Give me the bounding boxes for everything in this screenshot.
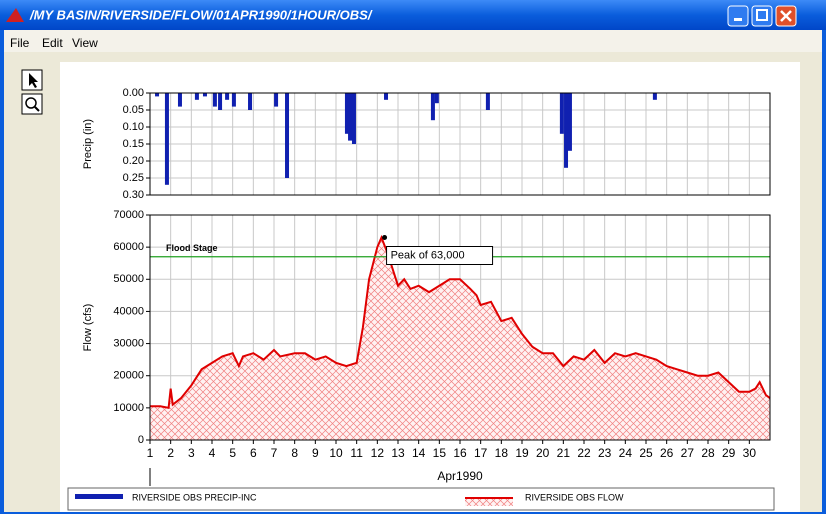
bar: [218, 93, 223, 110]
legend-swatch: [75, 494, 123, 499]
peak-label: Peak of 63,000: [391, 249, 465, 261]
legend-label: RIVERSIDE OBS FLOW: [525, 492, 624, 502]
bar: [231, 93, 236, 107]
x-tick-label: 7: [271, 446, 278, 460]
y-tick-label: 60000: [113, 241, 144, 253]
x-tick-label: 28: [701, 446, 715, 460]
bar: [384, 93, 389, 100]
menu-view[interactable]: View: [72, 36, 98, 50]
bar: [164, 93, 169, 185]
x-tick-label: 6: [250, 446, 257, 460]
x-tick-label: 14: [412, 446, 426, 460]
title-bar: [0, 0, 826, 30]
bar: [248, 93, 253, 110]
legend-label: RIVERSIDE OBS PRECIP-INC: [132, 492, 257, 502]
app-icon: [6, 8, 24, 22]
menu-edit[interactable]: Edit: [42, 36, 63, 50]
x-tick-label: 21: [557, 446, 571, 460]
x-tick-label: 12: [371, 446, 385, 460]
bar: [434, 93, 439, 104]
y-tick-label: 0.15: [123, 138, 144, 150]
bar: [564, 93, 569, 168]
y-tick-label: 30000: [113, 337, 144, 349]
y-tick-label: 0.00: [123, 87, 144, 99]
x-tick-label: 17: [474, 446, 488, 460]
x-tick-label: 9: [312, 446, 319, 460]
bar: [344, 93, 349, 134]
x-tick-label: 18: [495, 446, 509, 460]
zoom-icon-handle: [34, 106, 40, 112]
y-tick-label: 0.10: [123, 121, 144, 133]
area-fill: [150, 237, 770, 440]
x-tick-label: 13: [391, 446, 405, 460]
bar: [652, 93, 657, 100]
y-tick-label: 10000: [113, 402, 144, 414]
y-tick-label: 0.25: [123, 172, 144, 184]
x-axis-label: Apr1990: [437, 469, 483, 483]
bar: [194, 93, 199, 100]
minimize-icon: [734, 18, 742, 21]
y-axis-label: Precip (in): [82, 119, 94, 169]
legend-swatch: [465, 498, 513, 506]
y-tick-label: 0.20: [123, 155, 144, 167]
close-icon: [780, 10, 792, 22]
x-tick-label: 20: [536, 446, 550, 460]
bar: [285, 93, 290, 178]
menu-file[interactable]: File: [10, 36, 30, 50]
y-tick-label: 20000: [113, 370, 144, 382]
y-tick-label: 0.05: [123, 104, 144, 116]
bar: [485, 93, 490, 110]
y-tick-label: 70000: [113, 209, 144, 221]
bar: [348, 93, 353, 141]
flow-line: [150, 234, 771, 410]
bar: [212, 93, 217, 107]
bar: [202, 93, 207, 97]
x-tick-label: 3: [188, 446, 195, 460]
bar: [430, 93, 435, 121]
bar: [225, 93, 230, 100]
y-tick-label: 0.30: [123, 189, 144, 201]
x-tick-label: 1: [147, 446, 154, 460]
x-tick-label: 4: [209, 446, 216, 460]
x-tick-label: 5: [229, 446, 236, 460]
bar: [559, 93, 564, 134]
y-tick-label: 40000: [113, 305, 144, 317]
y-axis-label: Flow (cfs): [82, 304, 94, 352]
bar: [351, 93, 356, 144]
y-tick-label: 50000: [113, 273, 144, 285]
x-tick-label: 23: [598, 446, 612, 460]
bar: [155, 93, 160, 97]
bar: [567, 93, 572, 151]
plot-frame: [149, 92, 771, 196]
legend: [67, 487, 775, 511]
x-tick-label: 19: [515, 446, 529, 460]
menu-bar: [4, 30, 822, 52]
minimize-button[interactable]: [727, 5, 749, 27]
x-tick-label: 10: [329, 446, 343, 460]
pointer-icon: [29, 73, 38, 88]
x-tick-label: 2: [167, 446, 174, 460]
window-title: /MY BASIN/RIVERSIDE/FLOW/01APR1990/1HOUR…: [29, 7, 373, 22]
peak-label-box: [386, 246, 494, 265]
x-tick-label: 16: [453, 446, 467, 460]
plot-frame: [149, 214, 771, 441]
x-tick-label: 27: [681, 446, 695, 460]
maximize-icon: [756, 9, 768, 21]
x-tick-label: 11: [350, 446, 363, 460]
x-tick-label: 8: [291, 446, 298, 460]
zoom-icon: [25, 97, 37, 109]
bar: [274, 93, 279, 107]
x-tick-label: 30: [743, 446, 757, 460]
x-tick-label: 26: [660, 446, 674, 460]
x-tick-label: 22: [577, 446, 591, 460]
x-tick-label: 29: [722, 446, 736, 460]
x-tick-label: 15: [433, 446, 447, 460]
x-tick-label: 25: [639, 446, 653, 460]
peak-marker: [382, 235, 388, 240]
bar: [177, 93, 182, 107]
y-tick-label: 0: [138, 434, 144, 446]
flood-stage-label: Flood Stage: [166, 243, 218, 253]
x-tick-label: 24: [619, 446, 633, 460]
